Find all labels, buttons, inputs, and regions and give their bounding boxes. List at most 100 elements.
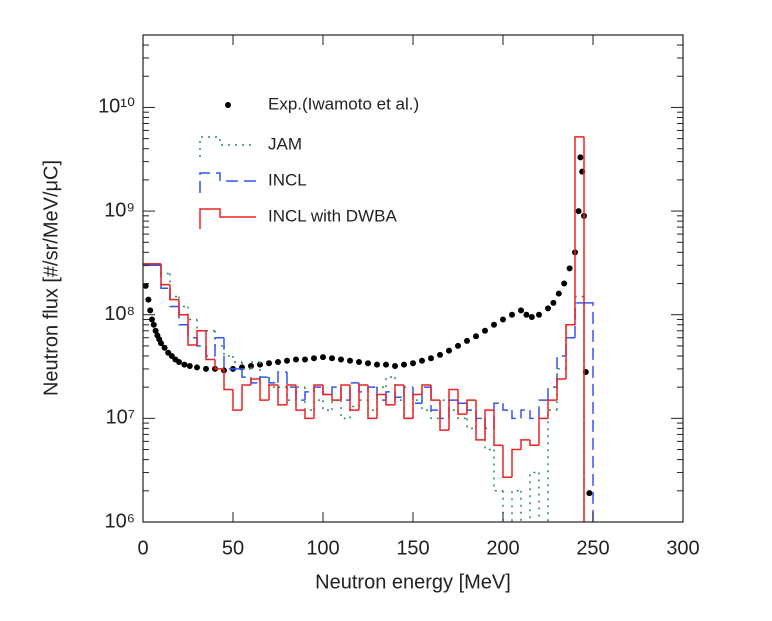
histogram-step — [394, 384, 404, 405]
histogram-step — [584, 302, 594, 522]
data-point — [149, 316, 155, 323]
histogram-step — [268, 384, 278, 401]
legend-label: INCL with DWBA — [268, 206, 397, 225]
legend-marker — [225, 102, 231, 108]
data-point — [575, 208, 582, 215]
histogram-step — [385, 394, 395, 406]
histogram-step — [304, 391, 314, 401]
histogram-step — [160, 263, 170, 286]
histogram-step — [376, 393, 386, 419]
histogram-step — [484, 409, 494, 440]
histogram-step — [313, 384, 323, 419]
histogram-step — [241, 384, 251, 411]
data-point — [383, 361, 389, 368]
histogram-step — [502, 445, 512, 479]
histogram-step — [430, 410, 440, 420]
data-point — [161, 344, 168, 351]
histogram-step — [403, 384, 413, 420]
histogram-step — [511, 448, 521, 478]
data-point — [356, 358, 362, 365]
histogram-step — [475, 400, 485, 441]
data-point — [446, 347, 452, 354]
x-tick-label: 150 — [396, 537, 429, 559]
data-point — [455, 342, 461, 349]
data-point — [428, 355, 434, 362]
histogram-step — [547, 386, 557, 401]
data-point — [401, 361, 407, 368]
data-point — [329, 355, 335, 362]
data-point — [311, 355, 317, 362]
histogram-step — [574, 302, 584, 338]
data-point — [338, 356, 344, 363]
data-point — [186, 363, 193, 370]
histogram-step — [205, 330, 215, 361]
histogram-step — [304, 410, 314, 420]
data-point — [150, 321, 157, 328]
y-tick-label: 10⁹ — [104, 199, 135, 221]
histogram-step — [214, 359, 224, 370]
data-point — [392, 363, 398, 370]
histogram-step — [277, 371, 287, 383]
data-point — [419, 357, 425, 364]
histogram-step — [214, 336, 224, 356]
data-point — [158, 340, 164, 347]
data-point — [586, 490, 593, 497]
histogram-step — [421, 384, 431, 395]
histogram-step — [349, 384, 359, 411]
histogram-step — [232, 389, 242, 411]
histogram-step — [457, 389, 467, 415]
histogram-step — [457, 410, 467, 420]
histogram-step — [223, 368, 233, 391]
histogram-step — [538, 417, 548, 446]
data-point — [464, 337, 470, 344]
plot-area — [143, 136, 594, 522]
data-point — [500, 316, 506, 323]
data-point — [320, 354, 326, 361]
data-point — [143, 282, 149, 289]
legend-line — [199, 208, 256, 229]
data-point — [145, 296, 152, 303]
data-point — [523, 311, 530, 318]
data-point — [203, 365, 209, 372]
data-point — [181, 361, 188, 368]
histogram-step — [169, 284, 179, 301]
histogram-step — [331, 394, 341, 401]
data-point — [347, 357, 353, 364]
legend-label: Exp.(Iwamoto et al.) — [268, 94, 419, 113]
histogram-step — [358, 384, 368, 411]
histogram-step — [250, 378, 260, 385]
histogram-step — [520, 409, 530, 419]
y-axis-label: Neutron flux [#/sr/MeV/μC] — [40, 160, 62, 396]
x-tick-label: 100 — [306, 537, 339, 559]
y-tick-label: 10⁷ — [106, 407, 135, 429]
histogram-step — [538, 399, 548, 419]
legend-label: INCL — [268, 170, 307, 189]
data-point — [293, 356, 299, 363]
data-point — [550, 299, 557, 306]
x-tick-label: 250 — [576, 537, 609, 559]
histogram-step — [556, 355, 566, 388]
histogram-step — [376, 387, 386, 401]
x-axis-label: Neutron energy [MeV] — [315, 571, 511, 593]
histogram-step — [493, 410, 503, 447]
data-point — [545, 305, 551, 312]
histogram-step — [574, 136, 584, 325]
histogram-step — [466, 399, 476, 415]
data-point — [275, 358, 281, 365]
histogram-step — [259, 378, 269, 401]
histogram-step — [511, 490, 521, 522]
y-tick-label: 10⁶ — [105, 510, 135, 532]
x-tick-label: 50 — [222, 537, 244, 559]
histogram-step — [529, 410, 539, 420]
data-point — [284, 357, 290, 364]
histogram-step — [322, 384, 332, 396]
histogram-step — [412, 393, 422, 419]
histogram-step — [268, 377, 278, 384]
y-tick-label: 10⁸ — [104, 303, 135, 325]
histogram-step — [583, 136, 585, 522]
data-point — [473, 333, 479, 340]
histogram-step — [412, 387, 422, 404]
histogram-step — [178, 299, 188, 316]
histogram-step — [547, 399, 557, 419]
legend-label: JAM — [268, 134, 302, 153]
